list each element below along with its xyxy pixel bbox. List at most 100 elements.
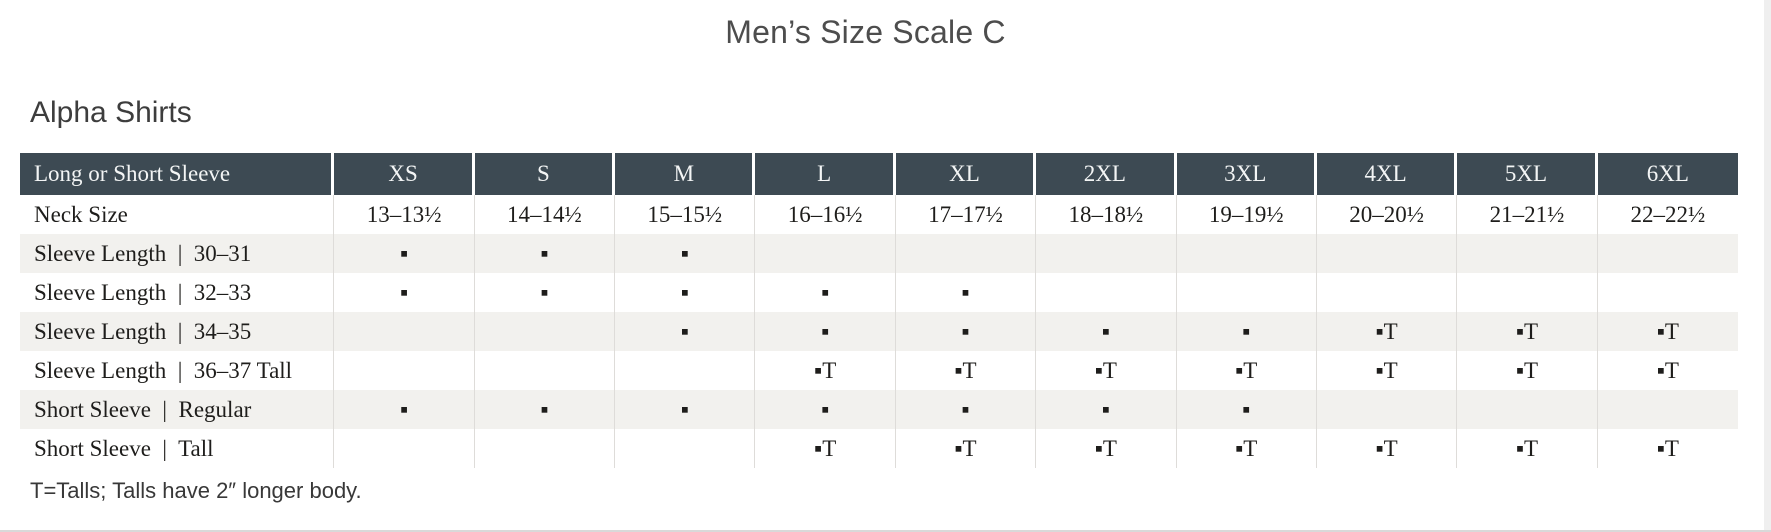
size-column-header: L — [755, 153, 896, 195]
neck-size-cell: 21–21½ — [1457, 195, 1598, 234]
size-column-header: XS — [334, 153, 475, 195]
neck-size-cell: 18–18½ — [1036, 195, 1177, 234]
tall-marker-cell: ▪T — [1177, 429, 1317, 468]
tall-marker-cell: ▪T — [896, 429, 1037, 468]
neck-size-cell: 14–14½ — [475, 195, 616, 234]
dot-marker-cell: ▪ — [755, 273, 896, 312]
empty-cell — [334, 429, 475, 468]
footnote: T=Talls; Talls have 2″ longer body. — [30, 478, 362, 503]
tall-marker-cell: ▪T — [1656, 358, 1679, 383]
empty-cell — [1317, 273, 1458, 312]
size-column-header: 4XL — [1316, 153, 1458, 195]
table-row: Short Sleeve | Tall ▪T ▪T ▪T ▪T ▪T ▪T ▪T — [20, 429, 1738, 468]
neck-size-cell: 20–20½ — [1317, 195, 1458, 234]
empty-cell — [1598, 273, 1738, 312]
dot-marker-cell: ▪ — [615, 390, 756, 429]
table-row: Sleeve Length | 34–35 ▪ ▪ ▪ ▪ ▪ ▪T ▪T ▪T — [20, 312, 1738, 351]
empty-cell — [1036, 234, 1177, 273]
empty-cell — [615, 351, 756, 390]
tall-marker-cell: ▪T — [1317, 429, 1458, 468]
header-row: Long or Short Sleeve XS S M L XL 2XL 3XL 4XL 5XL… — [20, 153, 1738, 195]
empty-cell — [1598, 234, 1738, 273]
neck-size-cell: 19–19½ — [1177, 195, 1317, 234]
empty-cell — [475, 351, 616, 390]
section-heading: Alpha Shirts — [30, 96, 192, 129]
empty-cell — [1036, 273, 1177, 312]
dot-marker-cell: ▪ — [755, 312, 896, 351]
dot-marker-cell: ▪ — [1036, 390, 1177, 429]
empty-cell — [1598, 390, 1738, 429]
table-row: Short Sleeve | Regular ▪ ▪ ▪ ▪ ▪ ▪ ▪ — [20, 390, 1738, 429]
right-edge-strip — [1764, 0, 1771, 532]
table-row: Neck Size 13–13½ 14–14½ 15–15½ 16–16½ 17–17½ 1… — [20, 195, 1738, 234]
dot-marker-cell: ▪ — [1177, 312, 1317, 351]
dot-marker-cell: ▪ — [334, 390, 475, 429]
tall-marker-cell: ▪T — [1457, 312, 1598, 351]
page-title: Men’s Size Scale C — [725, 14, 1006, 50]
tall-marker-cell: ▪T — [1317, 312, 1458, 351]
dot-marker-cell: ▪ — [615, 273, 756, 312]
table-row: Sleeve Length | 36–37 Tall ▪T ▪T ▪T ▪T ▪T ▪T ▪T — [20, 351, 1738, 390]
size-column-header: XL — [895, 153, 1037, 195]
dot-marker-cell: ▪ — [755, 390, 896, 429]
neck-size-cell: 16–16½ — [755, 195, 896, 234]
empty-cell — [334, 312, 475, 351]
size-column-header: M — [615, 153, 756, 195]
dot-marker-cell: ▪ — [896, 273, 1037, 312]
empty-cell — [1317, 234, 1458, 273]
empty-cell — [475, 312, 616, 351]
empty-cell — [755, 234, 896, 273]
tall-marker-cell: ▪T — [755, 429, 896, 468]
empty-cell — [615, 429, 756, 468]
size-column-header: 6XL — [1597, 153, 1738, 195]
tall-marker-cell: ▪T — [1457, 351, 1598, 390]
empty-cell — [1177, 234, 1317, 273]
tall-marker-cell: ▪T — [1036, 351, 1177, 390]
row-label: Sleeve Length | 36–37 Tall — [20, 351, 335, 390]
tall-marker-cell: ▪T — [1036, 429, 1177, 468]
dot-marker-cell: ▪ — [896, 390, 1037, 429]
neck-size-cell: 22–22½ — [1630, 202, 1706, 227]
dot-marker-cell: ▪ — [334, 273, 475, 312]
empty-cell — [1457, 234, 1598, 273]
size-column-header: S — [474, 153, 616, 195]
tall-marker-cell: ▪T — [896, 351, 1037, 390]
dot-marker-cell: ▪ — [475, 273, 616, 312]
size-column-header: 2XL — [1036, 153, 1177, 195]
empty-cell — [1457, 273, 1598, 312]
empty-cell — [334, 351, 475, 390]
tall-marker-cell: ▪T — [1656, 319, 1679, 344]
bottom-border-line — [0, 530, 1771, 532]
tall-marker-cell: ▪T — [1457, 429, 1598, 468]
row-label: Sleeve Length | 32–33 — [20, 273, 335, 312]
table-body: Neck Size 13–13½ 14–14½ 15–15½ 16–16½ 17–17½ 1… — [20, 195, 1738, 468]
empty-cell — [1177, 273, 1317, 312]
row-label: Short Sleeve | Tall — [20, 429, 335, 468]
dot-marker-cell: ▪ — [615, 312, 756, 351]
tall-marker-cell: ▪T — [1656, 436, 1679, 461]
empty-cell — [1317, 390, 1458, 429]
table-row: Sleeve Length | 30–31 ▪ ▪ ▪ — [20, 234, 1738, 273]
size-column-header: 5XL — [1457, 153, 1598, 195]
dot-marker-cell: ▪ — [475, 234, 616, 273]
neck-size-cell: 17–17½ — [896, 195, 1037, 234]
dot-marker-cell: ▪ — [1177, 390, 1317, 429]
neck-size-cell: 13–13½ — [334, 195, 475, 234]
row-label: Neck Size — [20, 195, 335, 234]
row-label: Sleeve Length | 30–31 — [20, 234, 335, 273]
tall-marker-cell: ▪T — [755, 351, 896, 390]
dot-marker-cell: ▪ — [334, 234, 475, 273]
empty-cell — [475, 429, 616, 468]
neck-size-cell: 15–15½ — [615, 195, 756, 234]
size-chart-table: Long or Short Sleeve XS S M L XL 2XL 3XL 4XL 5XL… — [20, 153, 1738, 468]
dot-marker-cell: ▪ — [475, 390, 616, 429]
tall-marker-cell: ▪T — [1177, 351, 1317, 390]
table-row: Sleeve Length | 32–33 ▪ ▪ ▪ ▪ ▪ — [20, 273, 1738, 312]
header-label-cell: Long or Short Sleeve — [20, 153, 335, 195]
size-column-header: 3XL — [1176, 153, 1317, 195]
empty-cell — [1457, 390, 1598, 429]
dot-marker-cell: ▪ — [896, 312, 1037, 351]
empty-cell — [896, 234, 1037, 273]
tall-marker-cell: ▪T — [1317, 351, 1458, 390]
